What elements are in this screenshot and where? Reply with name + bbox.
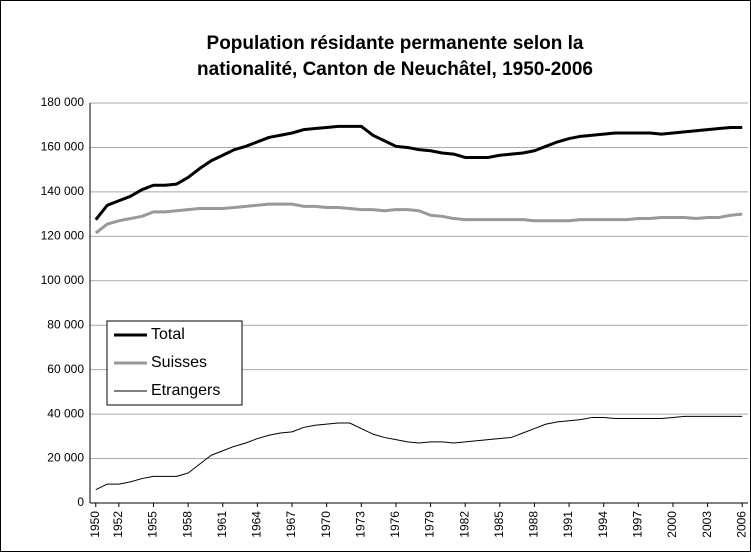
legend-label: Total: [151, 326, 185, 343]
x-tick-label: 1997: [631, 511, 645, 538]
x-tick-label: 2000: [665, 511, 679, 538]
y-tick-label: 180 000: [41, 95, 85, 109]
y-tick-label: 20 000: [47, 451, 84, 465]
legend-label: Etrangers: [151, 382, 220, 399]
y-tick-label: 60 000: [47, 362, 84, 376]
line-series: [94, 202, 743, 235]
x-tick-label: 1985: [492, 511, 506, 538]
x-tick-label: 2003: [700, 511, 714, 538]
y-tick-label: 140 000: [41, 184, 85, 198]
y-tick-label: 100 000: [41, 273, 85, 287]
legend-label: Suisses: [151, 354, 207, 371]
x-tick-label: 1964: [250, 511, 264, 538]
x-tick-label: 1979: [423, 511, 437, 538]
line-series: [95, 415, 743, 491]
x-tick-label: 2006: [734, 511, 748, 538]
x-tick-label: 1955: [146, 511, 160, 538]
x-tick-label: 1973: [353, 511, 367, 538]
chart-title: nationalité, Canton de Neuchâtel, 1950-2…: [197, 59, 593, 80]
x-tick-label: 1958: [180, 511, 194, 538]
x-tick-label: 1967: [284, 511, 298, 538]
x-tick-label: 1976: [388, 511, 402, 538]
x-tick-label: 1961: [215, 511, 229, 538]
x-tick-label: 1988: [527, 511, 541, 538]
y-tick-label: 120 000: [41, 229, 85, 243]
x-tick-label: 1952: [111, 511, 125, 538]
line-series: [94, 124, 743, 221]
y-tick-label: 160 000: [41, 140, 85, 154]
x-tick-label: 1950: [88, 511, 102, 538]
y-tick-label: 0: [77, 495, 84, 509]
y-tick-label: 40 000: [47, 406, 84, 420]
x-tick-label: 1994: [596, 511, 610, 538]
x-tick-label: 1991: [561, 511, 575, 538]
chart-title: Population résidante permanente selon la: [207, 33, 584, 54]
x-tick-label: 1970: [319, 511, 333, 538]
y-tick-label: 80 000: [47, 317, 84, 331]
x-tick-label: 1982: [457, 511, 471, 538]
